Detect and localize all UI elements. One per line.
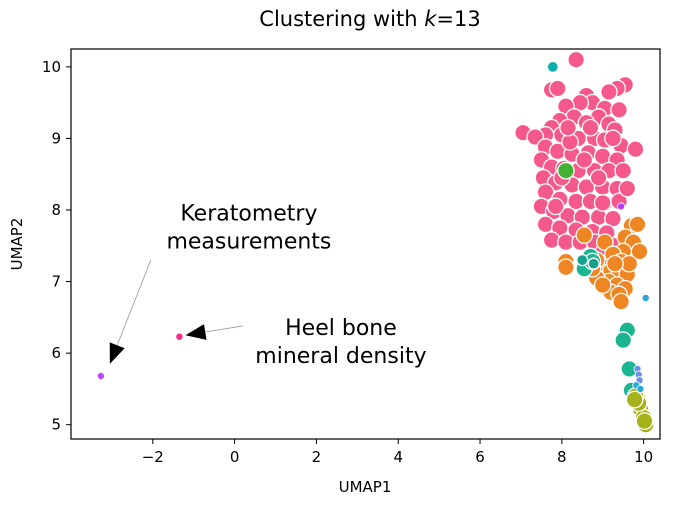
- data-point: [557, 161, 575, 180]
- chart-title: Clustering with k=13: [259, 7, 480, 31]
- data-point: [593, 194, 612, 212]
- data-point: [612, 292, 630, 311]
- data-point: [635, 412, 654, 430]
- data-point: [576, 253, 589, 267]
- data-point: [575, 151, 594, 169]
- data-point: [617, 202, 626, 211]
- x-tick-label: 2: [312, 448, 322, 466]
- x-tick-label: 6: [475, 448, 485, 466]
- data-point: [557, 258, 575, 277]
- annotation-arrow-head: [185, 324, 207, 340]
- y-tick-label: 10: [42, 58, 61, 76]
- x-tick-label: 10: [634, 448, 653, 466]
- data-point: [610, 100, 628, 119]
- data-point: [548, 79, 567, 98]
- annotation-label: mineral density: [255, 344, 426, 369]
- data-point: [628, 215, 647, 234]
- x-axis-ticks: −2 0 2 4 6 8 10: [142, 439, 653, 466]
- data-point: [175, 332, 184, 341]
- x-tick-label: 0: [230, 448, 240, 466]
- x-tick-label: 4: [393, 448, 403, 466]
- annotation-arrow-shaft: [205, 325, 243, 333]
- annotation-label: Keratometry: [180, 202, 317, 227]
- data-point: [567, 50, 585, 69]
- x-tick-label: 8: [557, 448, 567, 466]
- y-tick-label: 8: [51, 201, 61, 219]
- y-axis-ticks: 5 6 7 8 9 10: [42, 58, 71, 434]
- data-point: [559, 118, 577, 137]
- data-point: [587, 257, 600, 270]
- x-axis-label: UMAP1: [339, 478, 392, 496]
- y-tick-label: 7: [51, 273, 61, 291]
- data-point: [606, 254, 624, 273]
- x-tick-label: −2: [142, 448, 164, 466]
- data-point: [593, 276, 612, 294]
- data-point: [546, 197, 565, 216]
- annotation-label: Heel bone: [285, 316, 397, 341]
- data-point: [625, 390, 644, 409]
- plot-frame: [70, 48, 661, 440]
- y-tick-label: 5: [51, 416, 61, 434]
- data-point: [614, 331, 633, 350]
- y-tick-label: 9: [51, 129, 61, 147]
- data-point: [604, 129, 622, 148]
- annotation-label: measurements: [166, 230, 331, 255]
- data-point: [600, 83, 618, 101]
- data-point: [595, 233, 614, 252]
- data-point: [626, 140, 645, 159]
- data-points: [96, 50, 655, 434]
- annotation-arrow-head: [109, 342, 125, 364]
- data-point: [614, 161, 633, 180]
- y-tick-label: 6: [51, 344, 61, 362]
- data-point: [636, 384, 645, 393]
- data-point: [581, 118, 600, 137]
- data-point: [575, 226, 594, 244]
- data-point: [546, 60, 559, 74]
- data-point: [96, 371, 105, 380]
- data-point: [641, 293, 650, 302]
- y-axis-label: UMAP2: [8, 218, 26, 271]
- data-point: [589, 168, 608, 187]
- data-point: [618, 179, 637, 198]
- annotations: Keratometry measurements Heel bone mineral …: [109, 202, 427, 369]
- annotation-arrow-shaft: [116, 259, 152, 346]
